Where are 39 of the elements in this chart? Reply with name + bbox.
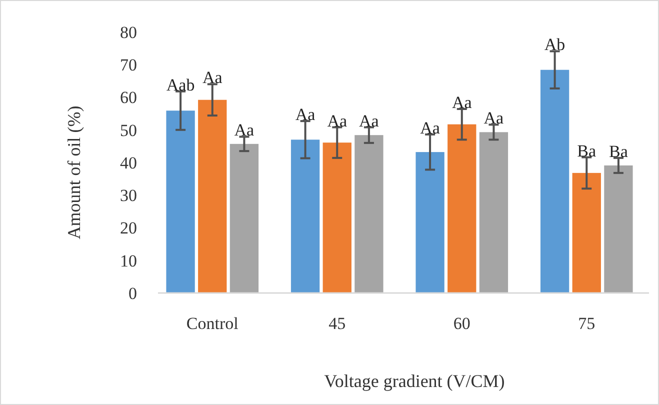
data-label: Aa (327, 111, 348, 130)
bar (166, 110, 195, 293)
x-tick-label: Control (186, 314, 239, 333)
data-label: Aa (484, 108, 504, 128)
bar (572, 172, 601, 293)
x-tick-label: 45 (328, 314, 346, 333)
bar (230, 144, 259, 293)
bar (604, 165, 633, 293)
data-label: Ba (609, 142, 628, 161)
data-label: Ba (577, 141, 597, 160)
y-tick-label: 40 (120, 153, 137, 172)
x-tick-label: 75 (578, 314, 596, 333)
y-tick-label: 20 (120, 218, 137, 238)
data-label: Ab (544, 35, 566, 54)
x-axis-title: Voltage gradient (V/CM) (324, 371, 505, 391)
data-label: Aa (452, 92, 472, 112)
data-label: Aa (234, 120, 255, 140)
bar (416, 152, 444, 293)
y-tick-label: 70 (120, 56, 137, 75)
bar (290, 140, 320, 293)
data-label: Aa (295, 105, 316, 124)
y-tick-label: 50 (120, 120, 137, 140)
data-label: Aa (420, 118, 440, 138)
y-tick-label: 10 (120, 251, 137, 270)
bar (198, 100, 227, 293)
data-label: Aab (166, 75, 195, 94)
bar (540, 70, 570, 293)
y-axis-title: Amount of oil (%) (64, 106, 84, 240)
y-tick-label: 0 (128, 284, 137, 303)
y-tick-label: 30 (120, 186, 137, 206)
y-tick-label: 60 (120, 88, 137, 108)
data-label: Aa (202, 68, 223, 88)
bar (322, 142, 352, 293)
x-tick-label: 60 (453, 314, 470, 333)
bar (354, 135, 384, 293)
bar (448, 124, 476, 293)
y-tick-label: 80 (120, 22, 137, 42)
bar (479, 132, 508, 293)
data-label: Aa (359, 111, 380, 130)
